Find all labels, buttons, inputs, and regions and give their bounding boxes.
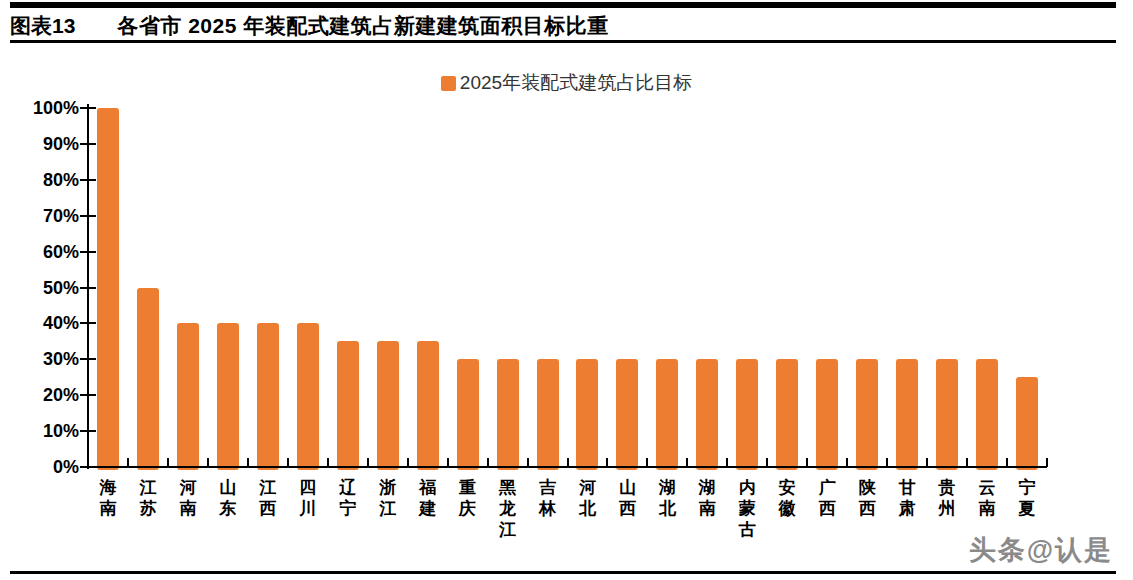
x-axis-category-label: 江 西 bbox=[248, 477, 288, 519]
bar-辽宁 bbox=[337, 341, 359, 470]
bar-吉林 bbox=[537, 359, 559, 470]
bar-云南 bbox=[976, 359, 998, 470]
watermark-text: 头条@认是 bbox=[969, 532, 1113, 568]
bar-湖南 bbox=[696, 359, 718, 470]
bar-江西 bbox=[257, 323, 279, 470]
y-axis-tick-label: 40% bbox=[9, 314, 79, 332]
y-axis-tick-label: 20% bbox=[9, 386, 79, 404]
bar-山东 bbox=[217, 323, 239, 470]
x-axis-category-label: 吉 林 bbox=[528, 477, 568, 519]
bar-甘肃 bbox=[896, 359, 918, 470]
bar-陕西 bbox=[856, 359, 878, 470]
x-axis-category-label: 云 南 bbox=[967, 477, 1007, 519]
x-axis-category-label: 河 南 bbox=[168, 477, 208, 519]
x-axis-category-label: 安 徽 bbox=[767, 477, 807, 519]
x-axis-category-label: 辽 宁 bbox=[328, 477, 368, 519]
bar-浙江 bbox=[377, 341, 399, 470]
x-axis-category-label: 贵 州 bbox=[927, 477, 967, 519]
bar-海南 bbox=[97, 108, 119, 470]
x-axis-category-label: 海 南 bbox=[88, 477, 128, 519]
bar-山西 bbox=[616, 359, 638, 470]
x-axis-category-label: 福 建 bbox=[408, 477, 448, 519]
bar-安徽 bbox=[776, 359, 798, 470]
x-axis-category-label: 宁 夏 bbox=[1007, 477, 1047, 519]
x-axis-category-label: 黑 龙 江 bbox=[488, 477, 528, 540]
bar-河南 bbox=[177, 323, 199, 470]
bar-福建 bbox=[417, 341, 439, 470]
report-figure-page: 图表13 各省市 2025 年装配式建筑占新建建筑面积目标比重 2025年装配式… bbox=[0, 0, 1133, 580]
x-axis-category-label: 浙 江 bbox=[368, 477, 408, 519]
x-axis-category-label: 河 北 bbox=[567, 477, 607, 519]
y-axis-tick-label: 60% bbox=[9, 243, 79, 261]
x-axis-line bbox=[87, 466, 1047, 468]
x-axis-category-label: 陕 西 bbox=[847, 477, 887, 519]
x-axis-category-label: 四 川 bbox=[288, 477, 328, 519]
y-axis-tick-label: 90% bbox=[9, 135, 79, 153]
x-axis-category-label: 山 东 bbox=[208, 477, 248, 519]
bar-湖北 bbox=[656, 359, 678, 470]
y-axis-tick-label: 70% bbox=[9, 207, 79, 225]
y-axis-tick-label: 80% bbox=[9, 171, 79, 189]
x-axis-category-label: 甘 肃 bbox=[887, 477, 927, 519]
y-axis-tick-label: 10% bbox=[9, 422, 79, 440]
y-axis-tick-label: 0% bbox=[9, 458, 79, 476]
bar-四川 bbox=[297, 323, 319, 470]
x-axis-category-label: 湖 南 bbox=[687, 477, 727, 519]
y-axis-tick-label: 30% bbox=[9, 350, 79, 368]
bar-重庆 bbox=[457, 359, 479, 470]
bar-chart: 0%10%20%30%40%50%60%70%80%90%100%海 南江 苏河… bbox=[0, 0, 1133, 580]
bottom-border-rule bbox=[10, 571, 1116, 574]
bar-贵州 bbox=[936, 359, 958, 470]
x-axis-category-label: 内 蒙 古 bbox=[727, 477, 767, 540]
bar-广西 bbox=[816, 359, 838, 470]
y-axis-tick-label: 50% bbox=[9, 279, 79, 297]
y-axis-tick-label: 100% bbox=[9, 99, 79, 117]
x-axis-category-label: 重 庆 bbox=[448, 477, 488, 519]
x-axis-category-label: 湖 北 bbox=[647, 477, 687, 519]
bar-内蒙古 bbox=[736, 359, 758, 470]
x-axis-category-label: 山 西 bbox=[607, 477, 647, 519]
bar-黑龙江 bbox=[497, 359, 519, 470]
x-axis-category-label: 江 苏 bbox=[128, 477, 168, 519]
y-axis-line bbox=[87, 104, 89, 469]
bar-宁夏 bbox=[1016, 377, 1038, 470]
x-axis-category-label: 广 西 bbox=[807, 477, 847, 519]
bar-江苏 bbox=[137, 288, 159, 471]
bar-河北 bbox=[576, 359, 598, 470]
